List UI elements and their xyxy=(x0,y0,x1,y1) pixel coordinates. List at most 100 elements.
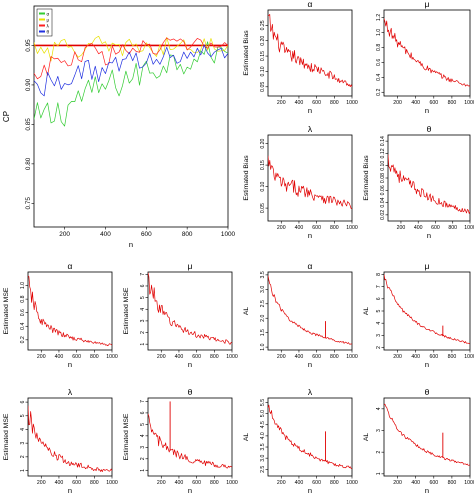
series-line-main xyxy=(268,275,352,345)
series-line-main xyxy=(268,14,352,88)
y-axis-label: AL xyxy=(243,433,250,442)
y-axis-label: Estimated Bias xyxy=(363,155,370,201)
x-tick-label: 800 xyxy=(182,231,193,238)
y-tick-label: 0.06 xyxy=(380,185,386,195)
legend-label: λ xyxy=(47,23,50,28)
x-tick-label: 400 xyxy=(295,480,304,486)
plot-frame xyxy=(383,397,471,477)
series-line-λ xyxy=(34,37,228,80)
y-tick-label: 4 xyxy=(376,407,382,410)
legend-label: μ xyxy=(47,17,50,22)
x-tick-label: 400 xyxy=(411,354,420,360)
chart-mse-alpha: α 200 400 600 800 1000 n 0.2 0.4 0.6 0.8 1.0 Estimat… xyxy=(3,261,118,369)
x-tick-label: 800 xyxy=(448,480,457,486)
plot-frame xyxy=(33,5,229,228)
y-tick-label: 3.5 xyxy=(260,271,266,278)
x-tick-label: 200 xyxy=(277,354,286,360)
series-line-main xyxy=(268,404,352,469)
y-tick-label: 7 xyxy=(376,285,382,288)
y-tick-label: 1 xyxy=(20,469,26,472)
x-tick-label: 200 xyxy=(397,225,406,231)
chart-al-lambda: λ 200 400 600 800 1000 n 2.5 3.0 3.5 4.0 4.5 5.0 5.5 A… xyxy=(243,387,358,495)
chart-title: λ xyxy=(308,124,313,134)
y-tick-label: 0.95 xyxy=(25,39,32,52)
y-tick-label: 6 xyxy=(140,411,146,414)
chart-al-alpha: α 200 400 600 800 1000 n 1.0 1.5 2.0 2.5 3.0 3.5 AL xyxy=(243,261,358,369)
y-tick-label: 2.0 xyxy=(260,315,266,322)
y-tick-label: 6 xyxy=(140,284,146,287)
y-tick-label: 3.5 xyxy=(260,443,266,450)
legend-box xyxy=(36,8,53,37)
y-tick-label: 5 xyxy=(140,296,146,299)
y-tick-label: 5 xyxy=(140,423,146,426)
x-axis-label: n xyxy=(129,240,133,249)
y-tick-label: 0.04 xyxy=(380,197,386,207)
x-tick-label: 1000 xyxy=(106,354,118,360)
y-tick-label: 1.0 xyxy=(260,343,266,350)
y-tick-label: 0.10 xyxy=(380,161,386,171)
plot-frame xyxy=(267,271,353,351)
x-tick-label: 1000 xyxy=(226,354,238,360)
y-tick-label: 2 xyxy=(140,331,146,334)
x-axis-label: n xyxy=(425,486,429,495)
chart-title: μ xyxy=(425,0,430,9)
plot-frame xyxy=(147,271,233,351)
y-axis-label: Estimated Bias xyxy=(243,30,250,76)
x-tick-label: 800 xyxy=(210,480,219,486)
y-tick-label: 0.2 xyxy=(20,336,26,343)
x-axis-label: n xyxy=(68,486,72,495)
y-tick-label: 3.0 xyxy=(260,286,266,293)
y-tick-label: 2 xyxy=(140,457,146,460)
y-axis-label: AL xyxy=(243,307,250,316)
plot-area xyxy=(268,275,352,345)
x-axis-label: n xyxy=(425,360,429,369)
y-axis-label: AL xyxy=(363,433,370,442)
x-tick-label: 200 xyxy=(37,354,46,360)
x-tick-label: 600 xyxy=(429,354,438,360)
x-tick-label: 600 xyxy=(312,225,321,231)
plot-area xyxy=(388,154,470,214)
y-tick-label: 3 xyxy=(376,429,382,432)
chart-al-mu: μ 200 400 600 800 1000 n 2 3 4 5 6 7 8 AL xyxy=(363,261,474,369)
y-tick-label: 0.20 xyxy=(260,36,266,46)
x-tick-label: 600 xyxy=(312,100,321,106)
plot-area xyxy=(28,275,112,347)
series-line-main xyxy=(148,272,232,345)
legend-label: α xyxy=(47,11,50,16)
plot-area xyxy=(268,14,352,88)
plot-frame xyxy=(387,134,471,222)
x-tick-label: 400 xyxy=(100,231,111,238)
plot-area xyxy=(148,401,232,469)
y-axis-label: CP xyxy=(2,111,11,122)
chart-title: λ xyxy=(68,387,73,397)
x-tick-label: 1000 xyxy=(464,225,474,231)
y-axis-label: Estimated MSE xyxy=(123,413,130,460)
x-tick-label: 1000 xyxy=(221,231,236,238)
x-tick-label: 200 xyxy=(393,354,402,360)
y-tick-label: 4 xyxy=(140,434,146,437)
x-tick-label: 1000 xyxy=(346,225,358,231)
plot-frame xyxy=(267,9,353,97)
x-tick-label: 800 xyxy=(448,225,457,231)
y-tick-label: 2.5 xyxy=(260,466,266,473)
x-tick-label: 200 xyxy=(59,231,70,238)
y-tick-label: 3.0 xyxy=(260,454,266,461)
chart-title: θ xyxy=(425,387,430,397)
y-tick-label: 0.14 xyxy=(380,136,386,146)
x-tick-label: 400 xyxy=(175,480,184,486)
y-tick-label: 4 xyxy=(376,322,382,325)
y-tick-label: 1.2 xyxy=(376,14,382,21)
x-tick-label: 1000 xyxy=(226,480,238,486)
chart-title: α xyxy=(68,261,73,271)
x-tick-label: 600 xyxy=(312,480,321,486)
y-tick-label: 0.75 xyxy=(25,197,32,210)
x-axis-label: n xyxy=(308,106,312,115)
x-tick-label: 400 xyxy=(411,480,420,486)
y-tick-label: 0.20 xyxy=(260,138,266,148)
y-tick-label: 0.2 xyxy=(376,89,382,96)
y-tick-label: 0.4 xyxy=(376,74,382,81)
x-tick-label: 600 xyxy=(429,100,438,106)
plot-area xyxy=(28,405,112,473)
plot-area xyxy=(268,404,352,469)
plot-area xyxy=(148,272,232,345)
